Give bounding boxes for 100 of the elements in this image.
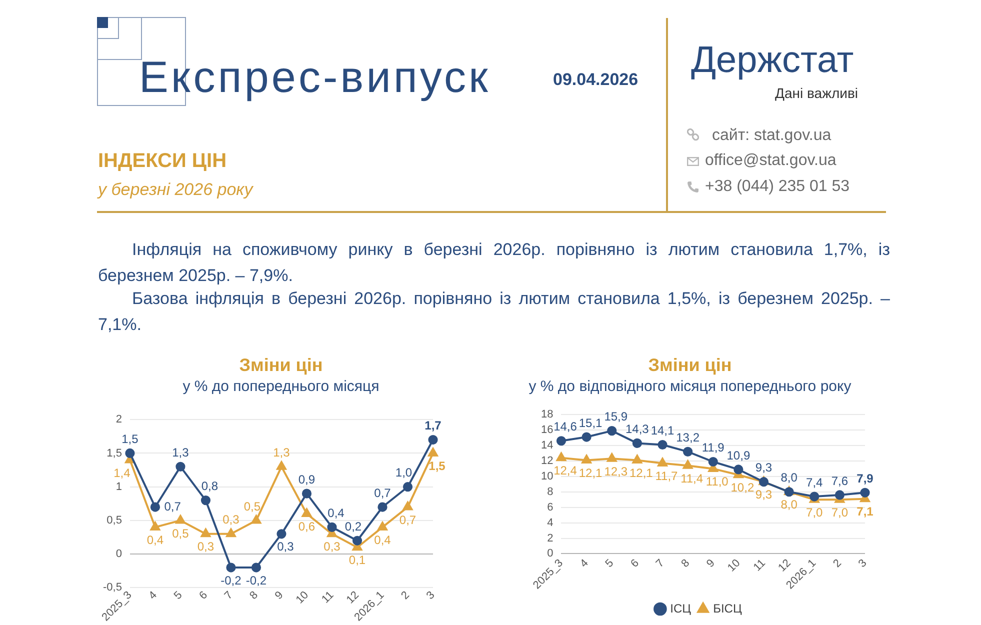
data-label: 0,2 [344, 519, 362, 534]
data-label: 0,5 [172, 526, 190, 540]
data-label: 0,7 [374, 486, 392, 500]
data-label: 11,7 [655, 469, 678, 484]
text: office@stat.gov.ua [705, 152, 836, 170]
data-label: 0,3 [277, 540, 294, 554]
x-tick-label: 2 [831, 557, 844, 570]
data-label: 1,5 [428, 459, 446, 474]
y-tick-label: 12 [540, 455, 554, 467]
data-label: 10,9 [726, 448, 750, 462]
x-tick-label: 3 [424, 589, 438, 602]
text: +38 (044) 235 01 53 [705, 178, 850, 196]
data-label: 12,1 [578, 466, 603, 480]
data-label: 0,9 [298, 472, 316, 486]
y-tick-label: 0,5 [106, 514, 122, 526]
data-label: 14,3 [625, 422, 650, 436]
text: Держстат [691, 39, 854, 82]
data-label: 10,2 [730, 480, 754, 495]
chart-subtitle: у % до попереднього місяця [182, 378, 380, 396]
data-label: 7,4 [806, 475, 824, 490]
chart-title: Зміни цін [648, 355, 732, 376]
y-tick-label: 2 [547, 532, 554, 544]
x-tick-label: 4 [146, 589, 160, 602]
data-label: 0,7 [164, 499, 182, 514]
data-label: -0,2 [220, 573, 242, 588]
x-tick-label: 6 [197, 589, 210, 602]
data-label: 11,4 [680, 471, 704, 486]
text: у березні 2026 року [98, 180, 253, 200]
text: Інфляція на споживчому ринку в березні 2026р. порівняно із лютим становила 1,7%, із березнем 2025р. – 7,9%. [98, 239, 890, 287]
data-label: 7,0 [831, 505, 848, 520]
data-label: 0,4 [146, 533, 164, 548]
data-label: -0,2 [246, 573, 267, 588]
data-label: 11,0 [706, 474, 729, 489]
y-tick-label: 0 [116, 548, 122, 560]
data-label: 14,1 [650, 424, 674, 438]
data-label: 8,0 [780, 498, 798, 512]
y-tick-label: 16 [540, 424, 554, 436]
data-label: 11,9 [702, 440, 725, 455]
data-label: 1,3 [273, 445, 290, 460]
x-tick-label: 5 [603, 557, 616, 570]
data-label: 0,3 [324, 540, 341, 554]
x-tick-label: 10 [726, 557, 743, 574]
x-tick-label: 7 [222, 589, 236, 602]
data-label: 1,0 [395, 466, 412, 480]
x-tick-label: 3 [856, 557, 870, 570]
data-label: 13,2 [676, 430, 700, 445]
text: Базова інфляція в березні 2026р. порівняно із лютим становила 1,5%, із березнем 2025р. – 7,1%. [98, 288, 890, 336]
x-tick-label: 9 [704, 557, 718, 570]
y-tick-label: 1,5 [106, 447, 122, 460]
data-label: 15,9 [604, 410, 628, 424]
text: Дані важливі [774, 85, 858, 102]
x-tick-label: 6 [628, 557, 642, 570]
data-label: 1,4 [114, 466, 131, 480]
data-label: 0,7 [399, 512, 416, 527]
data-label: 9,3 [755, 460, 772, 475]
data-label: 0,6 [298, 520, 316, 534]
y-tick-label: 2 [116, 414, 122, 426]
y-tick-label: 4 [547, 516, 554, 529]
x-tick-label: 7 [654, 557, 667, 570]
data-label: 7,6 [831, 474, 848, 488]
data-label: 7,1 [856, 504, 874, 519]
data-label: 8,0 [780, 470, 798, 485]
y-tick-label: 6 [547, 501, 554, 514]
x-tick-label: 11 [320, 589, 336, 606]
y-tick-label: -0,5 [102, 582, 122, 594]
y-tick-label: 10 [540, 470, 554, 482]
data-label: 0,3 [222, 512, 240, 527]
legend-label: ІСЦ [670, 601, 692, 616]
data-label: 12,1 [629, 466, 654, 480]
data-label: 14,6 [554, 420, 578, 434]
data-label: 0,5 [244, 499, 261, 514]
text: сайт: stat.gov.ua [712, 127, 832, 146]
y-tick-label: 0 [547, 548, 554, 560]
y-tick-label: 8 [547, 486, 554, 498]
data-label: 0,1 [348, 553, 366, 568]
data-label: 15,1 [578, 416, 603, 430]
x-tick-label: 9 [272, 589, 286, 602]
legend-label: БІСЦ [713, 601, 742, 616]
data-label: 0,8 [201, 479, 218, 494]
x-tick-label: 5 [172, 589, 185, 602]
text: 09.04.2026 [553, 70, 638, 90]
x-tick-label: 8 [248, 589, 260, 602]
x-tick-label: 8 [679, 557, 692, 570]
data-label: 7,0 [806, 505, 824, 520]
y-tick-label: 14 [540, 440, 554, 452]
y-tick-label: 18 [540, 408, 554, 421]
data-label: 0,4 [374, 533, 392, 548]
text: Експрес-випуск [139, 53, 490, 104]
x-tick-label: 11 [751, 557, 768, 574]
data-label: 12,4 [554, 464, 578, 478]
data-label: 12,3 [604, 464, 628, 478]
chart-subtitle: у % до відповідного місяця попереднього року [528, 378, 852, 396]
x-tick-label: 2 [399, 589, 412, 602]
text: ІНДЕКСИ ЦІН [98, 150, 227, 173]
y-tick-label: 1 [116, 480, 122, 493]
data-label: 0,3 [197, 540, 214, 554]
x-tick-label: 10 [294, 589, 311, 606]
data-label: 1,7 [424, 418, 442, 433]
data-label: 9,3 [755, 488, 772, 502]
chart-title: Зміни цін [239, 355, 323, 376]
